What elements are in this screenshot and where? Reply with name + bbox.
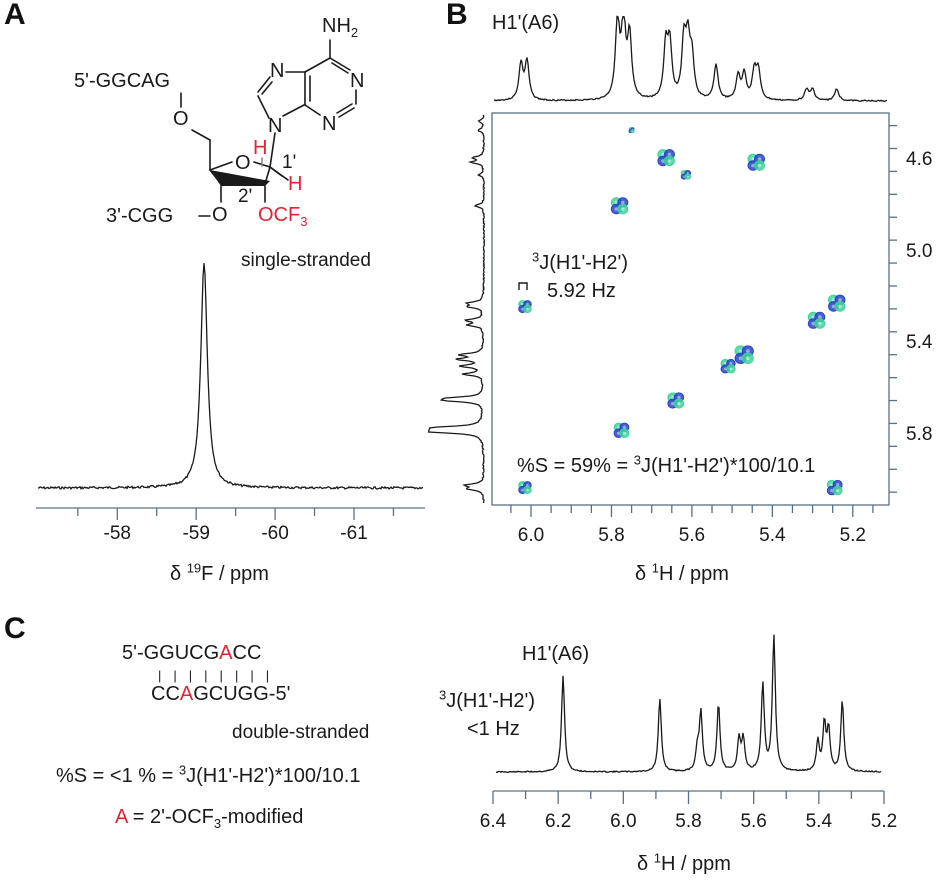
cosy-y-tick-label: 5.8 [906, 423, 933, 445]
cosy-x-tick-label: 5.6 [678, 525, 706, 546]
proton-tick-label-c: 6.0 [610, 811, 637, 832]
cosy-x-tick-label: 5.2 [839, 525, 867, 546]
o3-atom: O [212, 204, 228, 226]
cross-peak-contour [684, 173, 692, 180]
ocf3-group: OCF3 [258, 204, 308, 229]
proton-tick-label-c: 6.4 [479, 811, 507, 832]
duplex-top-strand: 5'-GGUCGACC [122, 642, 262, 664]
cross-peak-contour [617, 203, 629, 215]
fluorine-tick-label: -60 [261, 523, 289, 544]
cosy-y-tick-label: 5.0 [906, 240, 933, 262]
proton-tick-label-c: 5.6 [740, 811, 767, 832]
position-1-prime-label: 1' [282, 152, 297, 173]
nh2-group: NH2 [322, 15, 359, 40]
n1-atom: N [350, 70, 365, 92]
proton-axis-label-b: δ 1H / ppm [635, 560, 729, 585]
h1-a6-top-label: H1'(A6) [492, 12, 560, 34]
n7-atom: N [270, 60, 285, 82]
cross-peak-contour [630, 129, 635, 134]
cross-peak-contour [832, 485, 843, 496]
o5-atom: O [173, 108, 189, 130]
cross-peak-contour [754, 160, 765, 171]
coupling-constant-label: 3J(H1'-H2') [532, 249, 628, 274]
coupling-label-ds: 3J(H1'-H2') [439, 687, 535, 712]
fluorine-tick-label: -58 [103, 523, 131, 544]
percent-s-formula-ss: %S = 59% = 3J(H1'-H2')*100/10.1 [517, 452, 816, 477]
position-2-prime-label: 2' [238, 186, 253, 207]
single-stranded-label: single-stranded [241, 250, 371, 271]
ring-oxygen-atom: O [235, 152, 251, 174]
proton-tick-label-c: 6.2 [544, 811, 572, 832]
proton-tick-label-c: 5.2 [870, 811, 898, 832]
proton-tick-label-c: 5.8 [675, 811, 702, 832]
h1-a6-peak-label: H1'(A6) [522, 643, 590, 665]
cosy-x-tick-label: 6.0 [517, 525, 545, 546]
coupling-constant-value: 5.92 Hz [547, 280, 616, 302]
cross-peak-contour [619, 428, 630, 439]
coupling-value-ds: <1 Hz [467, 718, 520, 740]
h2-prime-atom: H [253, 137, 268, 159]
panel-a-letter: A [4, 0, 26, 31]
cross-peak-contour [523, 304, 532, 314]
duplex-bottom-strand: CCAGCUGG-5' [151, 683, 291, 705]
fluorine-axis-label: δ 19F / ppm [170, 560, 269, 585]
percent-s-formula-ds: %S = <1 % = 3J(H1'-H2')*100/10.1 [56, 762, 361, 787]
proton-tick-label-c: 5.4 [805, 811, 833, 832]
cosy-x-tick-label: 5.4 [759, 525, 786, 546]
panel-c-letter: C [4, 612, 26, 645]
cross-peak-contour [834, 301, 846, 312]
fluorine-tick-label: -61 [340, 523, 368, 544]
proton-axis-label-c: δ 1H / ppm [637, 850, 731, 875]
base-pair-lines: | | | | | | | | [158, 668, 274, 683]
double-stranded-label: double-stranded [232, 722, 370, 743]
five-prime-strand-label: 5'-GGCAG [74, 70, 171, 92]
cross-peak-contour [741, 352, 754, 364]
modification-legend: A = 2'-OCF3-modified [115, 806, 304, 831]
panel-b-letter: B [446, 0, 468, 31]
fluorine-tick-label: -59 [182, 523, 210, 544]
n3-atom: N [322, 113, 337, 135]
cross-peak-contour [523, 485, 532, 495]
cross-peak-contour [814, 318, 826, 329]
cosy-x-tick-label: 5.8 [598, 525, 625, 546]
cross-peak-contour [726, 364, 736, 374]
h1-prime-atom: H [288, 173, 303, 195]
cross-peak-contour [673, 398, 685, 409]
cosy-y-tick-label: 5.4 [906, 332, 933, 354]
cosy-y-tick-label: 4.6 [906, 148, 933, 170]
n9-atom: N [268, 115, 283, 137]
three-prime-strand-label: 3'-CGG [106, 205, 174, 227]
cross-peak-contour [663, 155, 675, 167]
